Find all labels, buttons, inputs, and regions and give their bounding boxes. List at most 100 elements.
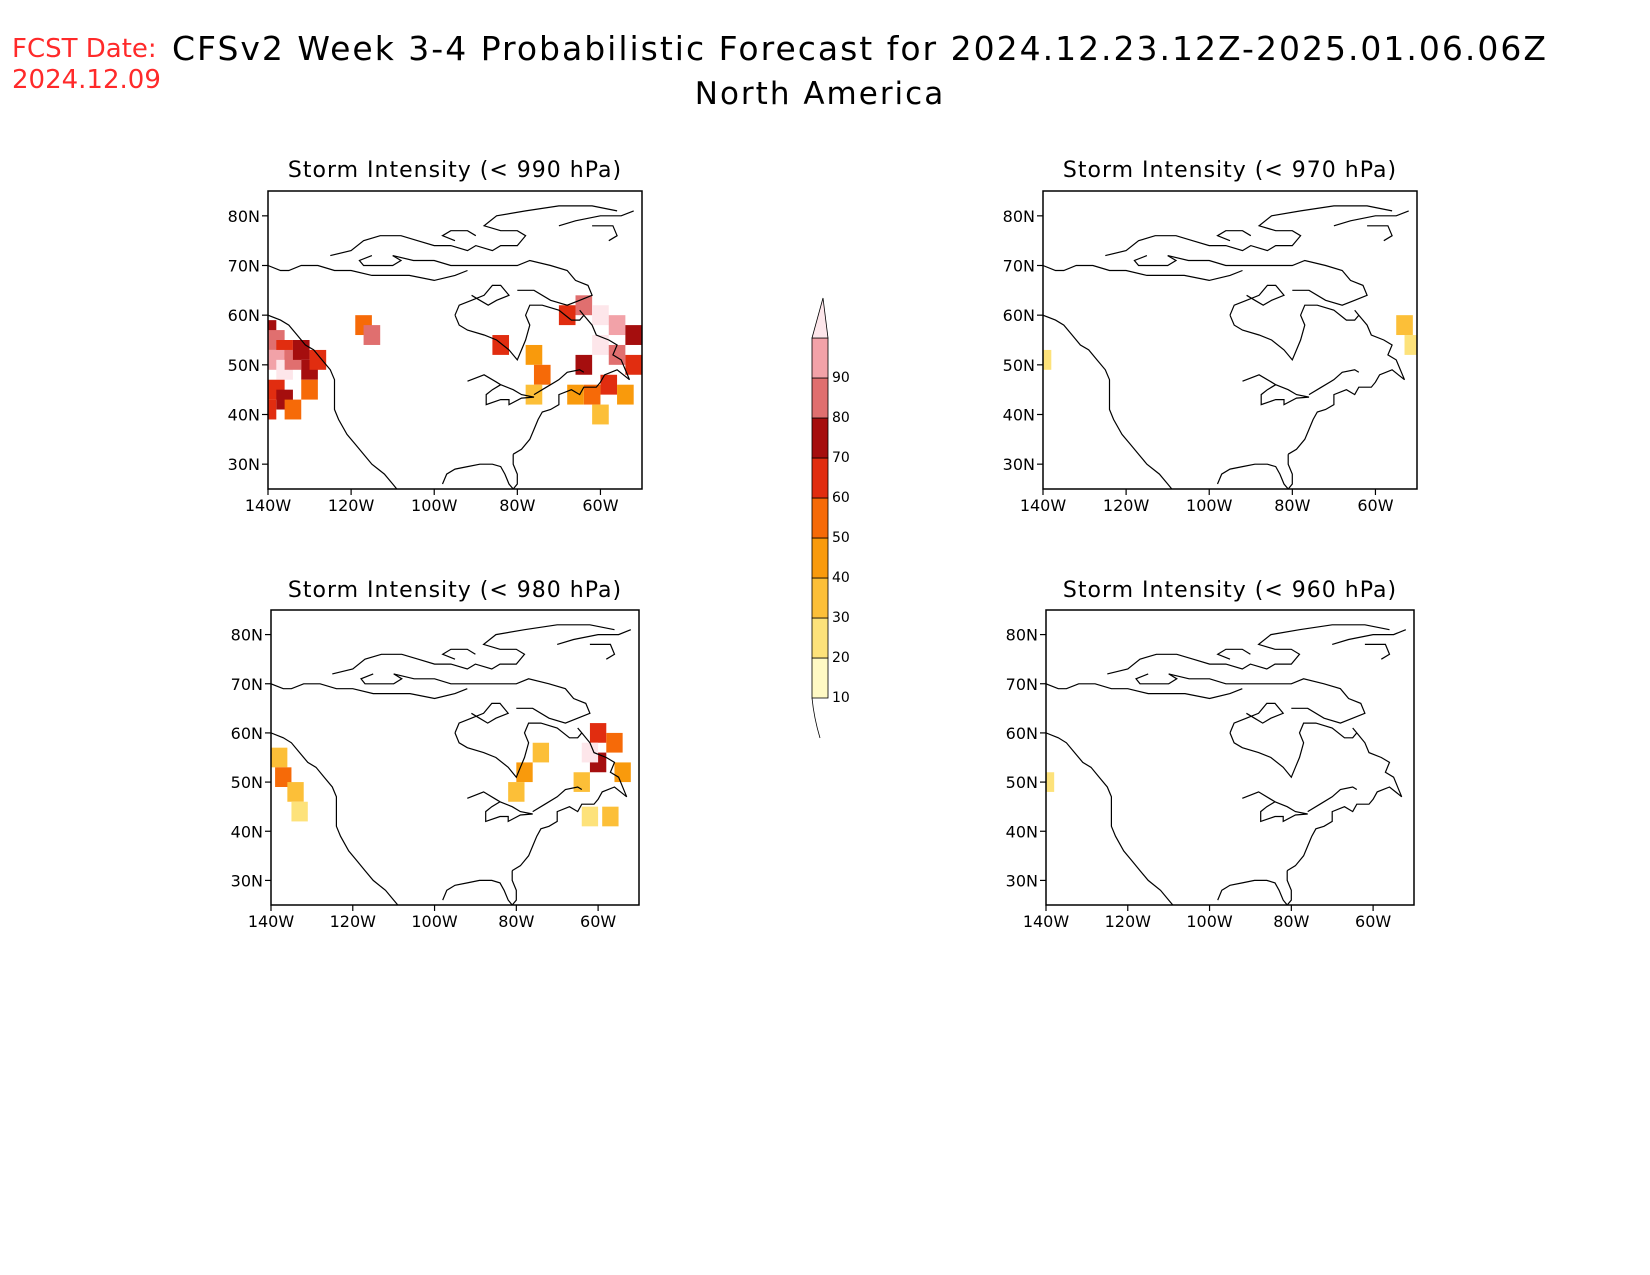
lon-tick-label: 80W (498, 912, 534, 931)
panel-970: Storm Intensity (< 970 hPa) 80N 70N 60N 50N 4… (1003, 158, 1418, 515)
coastline-segment (1286, 727, 1403, 872)
fcst-date-label: FCST Date: (12, 34, 157, 64)
colorbar: 10 20 30 40 50 60 70 80 90 (811, 297, 850, 739)
coastline-segment (1242, 791, 1308, 823)
coastline-segment (1242, 374, 1310, 406)
coastline-segment (1229, 702, 1285, 734)
lat-tick-label: 70N (228, 257, 260, 276)
probability-field (268, 295, 642, 425)
colorbar-label: 90 (832, 370, 850, 386)
coastline-segment (1333, 210, 1409, 227)
probability-cell (592, 404, 609, 425)
coastline-segment (454, 284, 510, 316)
panel-title: Storm Intensity (< 970 hPa) (1063, 158, 1397, 183)
lon-tick-label: 100W (1186, 912, 1233, 931)
colorbar-swatch (811, 577, 829, 619)
probability-cell (583, 384, 601, 405)
coastline-segment (1229, 722, 1358, 779)
colorbar-swatch (811, 337, 829, 379)
lat-tick-label: 60N (1006, 724, 1038, 743)
coastline-segment (1332, 629, 1407, 645)
coastline-segment (454, 702, 510, 734)
colorbar-top-cap (811, 297, 829, 339)
map-frame (1045, 609, 1415, 906)
colorbar-swatch (811, 377, 829, 419)
probability-cell (532, 742, 550, 763)
coastline-segment (392, 255, 593, 306)
coastline-segment (1107, 624, 1390, 675)
lat-tick-label: 30N (1003, 455, 1035, 474)
colorbar-swatch (811, 457, 829, 499)
lat-tick-label: 50N (1006, 773, 1038, 792)
fcst-date-value: 2024.12.09 (12, 65, 161, 95)
coastline-segment (1229, 284, 1285, 316)
coastline (268, 205, 634, 489)
colorbar-label: 10 (832, 690, 850, 706)
coastline-segment (1046, 683, 1243, 700)
lat-tick-label: 40N (228, 406, 260, 425)
probability-cell (525, 384, 543, 405)
colorbar-label: 80 (832, 410, 850, 426)
coastline (1046, 624, 1407, 905)
probability-cell (287, 782, 304, 802)
probability-cell (271, 747, 288, 768)
lon-tick-label: 120W (1105, 912, 1152, 931)
coastline-segment (467, 374, 535, 406)
probability-cell (608, 315, 626, 336)
lat-tick-label: 80N (1006, 626, 1038, 645)
coastline-segment (393, 673, 591, 724)
probability-cell (525, 344, 543, 365)
lat-tick-label: 70N (231, 675, 263, 694)
probability-field (1043, 315, 1417, 370)
lat-tick-label: 60N (1003, 306, 1035, 325)
coastline-segment (268, 264, 468, 282)
colorbar-label: 50 (832, 530, 850, 546)
coastline-segment (442, 870, 517, 905)
map-frame (270, 609, 640, 906)
page-title: CFSv2 Week 3-4 Probabilistic Forecast fo… (172, 29, 1548, 68)
lon-tick-label: 140W (1020, 496, 1067, 515)
probability-cell (508, 782, 525, 802)
coastline-segment (330, 205, 618, 257)
probability-cell (284, 399, 302, 420)
coastline-segment (441, 648, 476, 660)
lat-tick-label: 40N (1006, 822, 1038, 841)
coastline-segment (271, 732, 399, 905)
map-frame (1042, 190, 1418, 490)
probability-cell (268, 399, 277, 420)
lon-tick-label: 140W (248, 912, 295, 931)
coastline-segment (1135, 673, 1178, 685)
coastline-segment (360, 673, 403, 685)
probability-cell (1043, 349, 1052, 370)
coastline-segment (511, 727, 628, 872)
colorbar-label: 30 (832, 610, 850, 626)
lat-tick-label: 40N (1003, 406, 1035, 425)
coastline-segment (1287, 309, 1406, 455)
probability-cell (1404, 335, 1417, 355)
coastline-segment (454, 722, 583, 779)
lat-tick-label: 30N (228, 455, 260, 474)
coastline-segment (441, 454, 518, 489)
probability-cell (608, 344, 626, 365)
probability-cell (291, 801, 308, 822)
coastline-segment (557, 629, 632, 645)
coastline-segment (1367, 225, 1393, 242)
probability-cell (625, 325, 642, 345)
lat-tick-label: 50N (228, 356, 260, 375)
coastline-segment (1133, 255, 1178, 267)
probability-cell (600, 374, 618, 395)
colorbar-swatch (811, 417, 829, 459)
probability-cell (268, 320, 277, 340)
panel-990: Storm Intensity (< 990 hPa) 80N 70N 60N 50N 4… (228, 158, 643, 515)
lat-tick-label: 80N (228, 207, 260, 226)
coastline (271, 624, 632, 905)
probability-cell (581, 742, 599, 763)
coastline-segment (1043, 264, 1243, 282)
probability-field (271, 723, 631, 827)
coastline-segment (1168, 673, 1366, 724)
probability-cell (614, 762, 631, 783)
probability-cell (533, 364, 551, 385)
lon-tick-label: 100W (1186, 496, 1233, 515)
coastline-segment (1043, 314, 1173, 489)
lat-tick-label: 50N (1003, 356, 1035, 375)
